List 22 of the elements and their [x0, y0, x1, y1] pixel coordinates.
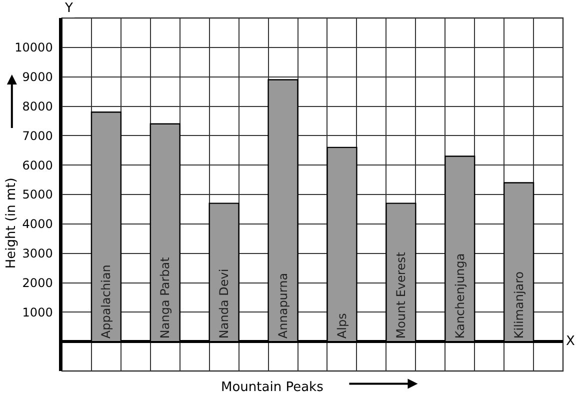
x-axis-title: Mountain Peaks [221, 380, 324, 395]
text: Y [64, 1, 73, 16]
x-tick-label: Nanga Parbat [158, 256, 172, 339]
y-tick-label: 7000 [22, 128, 53, 143]
y-tick-label: 9000 [22, 70, 53, 84]
x-tick-label: Appalachian [99, 264, 114, 339]
x-tick-label: Kilimanjaro [512, 271, 526, 339]
y-tick-label: 8000 [22, 99, 53, 114]
y-tick-label: 3000 [22, 246, 53, 261]
x-tick-label: Annapurna [276, 272, 290, 339]
x-tick-label: Kanchenjunga [452, 253, 467, 339]
y-tick-label: 10000 [14, 40, 53, 55]
x-tick-label: Nanda Devi [217, 268, 232, 339]
y-tick-label: 2000 [22, 276, 53, 290]
y-tick-label: 1000 [22, 305, 53, 320]
y-tick-label: 4000 [22, 217, 53, 232]
y-tick-label: 5000 [22, 188, 53, 202]
x-tick-label: Mount Everest [394, 252, 408, 339]
text: X [566, 334, 575, 349]
y-axis-title: Height (in mt) [4, 178, 20, 269]
y-tick-label: 6000 [22, 158, 53, 172]
x-tick-label: Alps [334, 313, 349, 339]
